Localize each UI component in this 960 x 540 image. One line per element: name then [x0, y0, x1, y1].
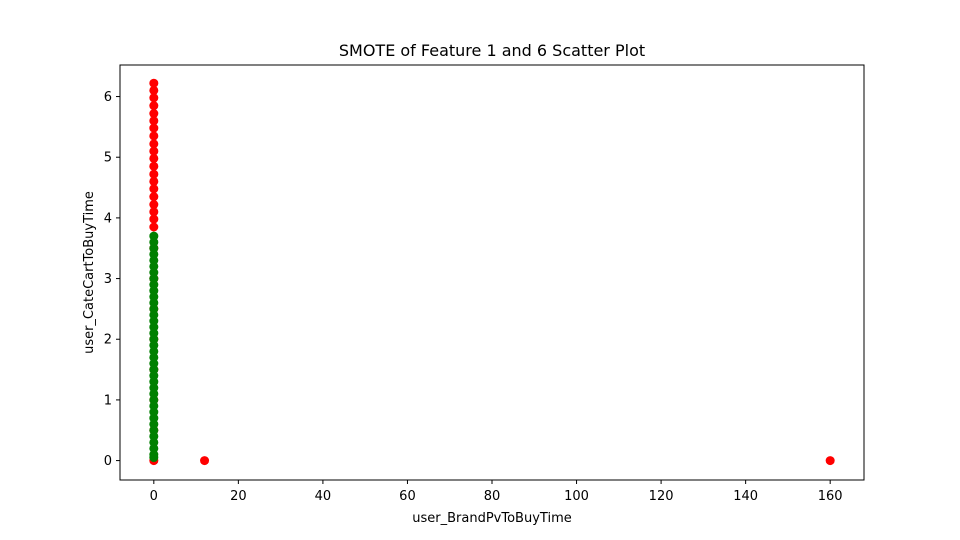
- y-tick-label: 1: [104, 393, 112, 408]
- data-point: [149, 116, 159, 126]
- data-point: [149, 146, 159, 156]
- series-1: [149, 231, 159, 463]
- data-point: [149, 123, 159, 133]
- data-point: [149, 78, 159, 88]
- data-point: [149, 153, 159, 163]
- x-tick-label: 100: [564, 489, 589, 504]
- series-0: [149, 78, 835, 466]
- x-tick-label: 160: [818, 489, 843, 504]
- y-tick-label: 2: [104, 333, 112, 348]
- data-point: [149, 101, 159, 111]
- y-axis: 0 1 2 3 4 5 6: [104, 90, 120, 469]
- data-point: [149, 169, 159, 179]
- x-axis-label: user_BrandPvToBuyTime: [412, 511, 571, 526]
- x-tick-label: 140: [733, 489, 758, 504]
- data-point: [149, 453, 159, 463]
- x-tick-label: 0: [150, 489, 158, 504]
- chart-title: SMOTE of Feature 1 and 6 Scatter Plot: [339, 41, 645, 60]
- y-tick-label: 5: [104, 151, 112, 166]
- data-point: [149, 207, 159, 217]
- data-points: [149, 78, 835, 466]
- data-point: [149, 176, 159, 186]
- y-tick-label: 0: [104, 454, 112, 469]
- y-tick-label: 4: [104, 211, 112, 226]
- x-tick-label: 120: [649, 489, 674, 504]
- data-point: [149, 109, 159, 119]
- data-point: [149, 93, 159, 103]
- x-tick-label: 20: [230, 489, 247, 504]
- x-tick-label: 40: [315, 489, 332, 504]
- y-axis-label: user_CateCartToBuyTime: [82, 191, 97, 354]
- x-tick-label: 80: [484, 489, 501, 504]
- data-point: [149, 131, 159, 141]
- x-axis: 0 20 40 60 80 100 120 140 160: [150, 480, 843, 504]
- data-point: [149, 85, 159, 95]
- data-point: [149, 200, 159, 210]
- x-tick-label: 60: [399, 489, 416, 504]
- data-point: [149, 184, 159, 194]
- data-point: [149, 139, 159, 149]
- y-tick-label: 3: [104, 272, 112, 287]
- y-tick-label: 6: [104, 90, 112, 105]
- data-point: [149, 214, 159, 224]
- data-point: [149, 222, 159, 232]
- data-point: [149, 192, 159, 202]
- plot-area: [119, 64, 865, 481]
- data-point: [200, 456, 210, 466]
- data-point: [825, 456, 835, 466]
- data-point: [149, 161, 159, 171]
